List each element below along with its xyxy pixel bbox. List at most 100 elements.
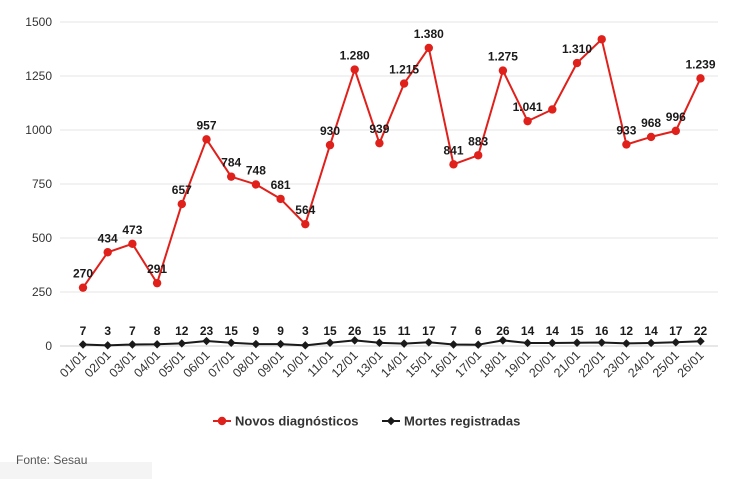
data-label: 564 <box>295 203 315 217</box>
legend-marker <box>217 416 227 426</box>
data-label: 15 <box>373 324 387 338</box>
data-point <box>350 65 359 74</box>
x-axis: 01/0102/0103/0104/0105/0106/0107/0108/01… <box>57 348 707 380</box>
data-point <box>399 79 409 88</box>
y-tick-label: 500 <box>32 231 52 245</box>
data-label: 15 <box>570 324 584 338</box>
data-label: 657 <box>172 183 192 197</box>
data-point <box>597 338 606 347</box>
data-label: 681 <box>271 178 291 192</box>
data-label: 17 <box>422 324 436 338</box>
data-label: 14 <box>546 324 560 338</box>
data-point <box>696 337 705 346</box>
data-point <box>671 126 680 136</box>
data-point <box>251 180 261 189</box>
series-points <box>78 35 705 350</box>
data-point <box>498 336 508 345</box>
data-label: 1.041 <box>513 100 543 114</box>
x-tick-label: 19/01 <box>502 348 534 380</box>
data-label: 11 <box>398 324 411 338</box>
data-point <box>276 194 285 204</box>
data-point <box>449 340 458 349</box>
data-point <box>103 248 112 257</box>
data-point <box>572 58 582 68</box>
x-tick-label: 11/01 <box>305 348 336 379</box>
data-label: 996 <box>666 110 686 124</box>
data-label: 1.310 <box>562 42 592 56</box>
data-point <box>498 66 508 75</box>
data-point <box>152 340 162 349</box>
data-point <box>449 160 458 169</box>
data-point <box>350 336 359 345</box>
series-line <box>82 38 702 289</box>
x-tick-label: 23/01 <box>601 348 633 380</box>
x-tick-label: 06/01 <box>181 348 213 380</box>
data-label: 16 <box>595 324 609 338</box>
x-tick-label: 08/01 <box>230 348 262 380</box>
y-tick-label: 1000 <box>25 123 52 137</box>
x-tick-label: 25/01 <box>650 348 682 380</box>
data-point <box>103 341 112 350</box>
x-tick-label: 21/01 <box>551 348 583 380</box>
y-axis: 0 250 500 750 1000 1250 1500 <box>25 15 52 353</box>
data-label: 291 <box>147 262 167 276</box>
data-point <box>622 339 631 348</box>
data-point <box>671 338 680 347</box>
series-line <box>82 339 701 347</box>
data-label: 26 <box>348 324 362 338</box>
data-label: 14 <box>521 324 535 338</box>
x-tick-label: 15/01 <box>403 348 435 380</box>
data-point <box>597 35 606 44</box>
y-tick-label: 250 <box>32 285 52 299</box>
data-point <box>548 338 557 348</box>
data-label: 15 <box>323 324 337 338</box>
data-point <box>177 339 186 348</box>
data-label: 1.239 <box>685 57 715 71</box>
data-label: 1.215 <box>389 63 419 77</box>
data-point <box>251 339 261 349</box>
source-note: Fonte: Sesau <box>16 453 88 467</box>
data-label: 3 <box>302 324 309 338</box>
data-label: 1.280 <box>340 49 370 63</box>
data-label: 784 <box>221 156 241 170</box>
x-tick-label: 05/01 <box>156 348 188 380</box>
data-label: 9 <box>277 324 284 338</box>
data-point <box>325 338 335 347</box>
data-point <box>227 338 236 347</box>
data-label: 939 <box>369 122 389 136</box>
data-point <box>78 283 88 292</box>
data-labels: 2704344732916579577847486815649301.28093… <box>73 27 716 338</box>
x-tick-label: 26/01 <box>675 348 707 380</box>
x-tick-label: 12/01 <box>329 348 361 380</box>
x-tick-label: 18/01 <box>477 348 509 380</box>
data-label: 883 <box>468 134 488 148</box>
data-point <box>646 338 656 348</box>
data-label: 270 <box>73 267 93 281</box>
data-label: 1.380 <box>414 27 444 41</box>
data-point <box>424 338 433 347</box>
x-tick-label: 10/01 <box>279 348 311 380</box>
data-label: 23 <box>200 324 214 338</box>
x-tick-label: 03/01 <box>107 348 139 380</box>
data-label: 22 <box>694 324 708 338</box>
x-tick-label: 20/01 <box>526 348 558 380</box>
x-tick-label: 14/01 <box>378 348 410 380</box>
x-tick-label: 17/01 <box>452 348 484 380</box>
data-point <box>78 340 88 349</box>
data-point <box>572 338 582 347</box>
data-label: 968 <box>641 116 661 130</box>
data-point <box>128 239 137 249</box>
data-point <box>325 140 335 150</box>
legend-label: Novos diagnósticos <box>235 414 359 429</box>
data-point <box>523 116 532 126</box>
x-tick-label: 02/01 <box>82 348 114 380</box>
data-point <box>548 105 557 114</box>
data-point <box>399 339 409 348</box>
data-label: 12 <box>175 324 189 338</box>
data-label: 930 <box>320 124 340 138</box>
data-point <box>646 132 656 142</box>
data-point <box>301 219 310 229</box>
y-tick-label: 0 <box>45 339 52 353</box>
data-label: 8 <box>154 324 161 338</box>
